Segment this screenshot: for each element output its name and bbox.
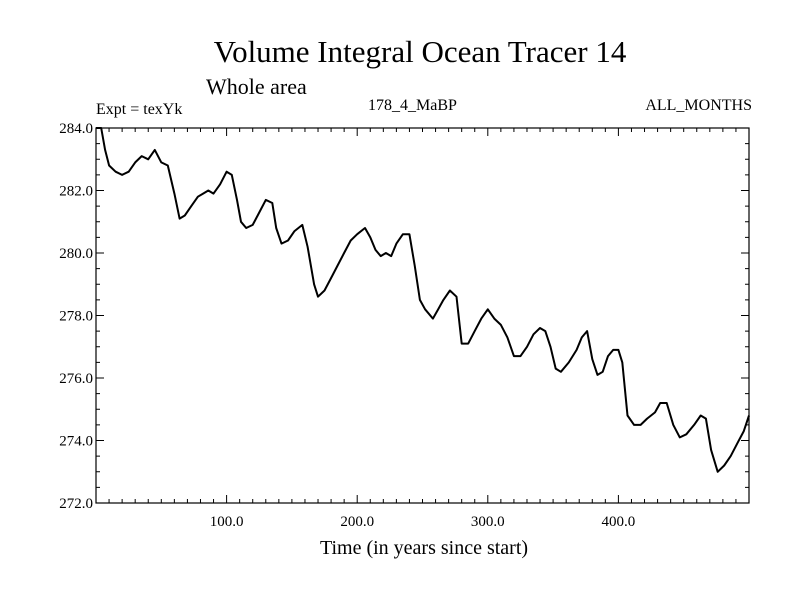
y-tick-label: 284.0: [59, 121, 93, 137]
y-tick-label: 278.0: [59, 309, 93, 325]
x-tick-label: 400.0: [602, 514, 636, 530]
y-tick-label: 276.0: [59, 371, 93, 387]
axis-ticks: [96, 128, 749, 503]
x-tick-label: 100.0: [210, 514, 244, 530]
x-axis-label: Time (in years since start): [319, 537, 529, 559]
y-tick-label: 274.0: [59, 434, 93, 450]
plot-frame: [95, 127, 750, 504]
tick-labels: 100.0 200.0 300.0 400.0 272.0 274.0 276.0 278.0…: [59, 121, 635, 530]
experiment-label: Expt = texYk: [96, 101, 183, 118]
series-line: [96, 127, 750, 473]
x-tick-label: 300.0: [471, 514, 505, 530]
x-tick-label: 200.0: [340, 514, 374, 530]
chart-title: Volume Integral Ocean Tracer 14: [213, 34, 627, 69]
chart-subtitle: Whole area: [206, 74, 307, 99]
months-label: ALL_MONTHS: [645, 97, 752, 114]
y-tick-label: 280.0: [59, 246, 93, 262]
period-label: 178_4_MaBP: [368, 97, 457, 114]
y-tick-label: 282.0: [59, 184, 93, 200]
y-tick-label: 272.0: [59, 496, 93, 512]
